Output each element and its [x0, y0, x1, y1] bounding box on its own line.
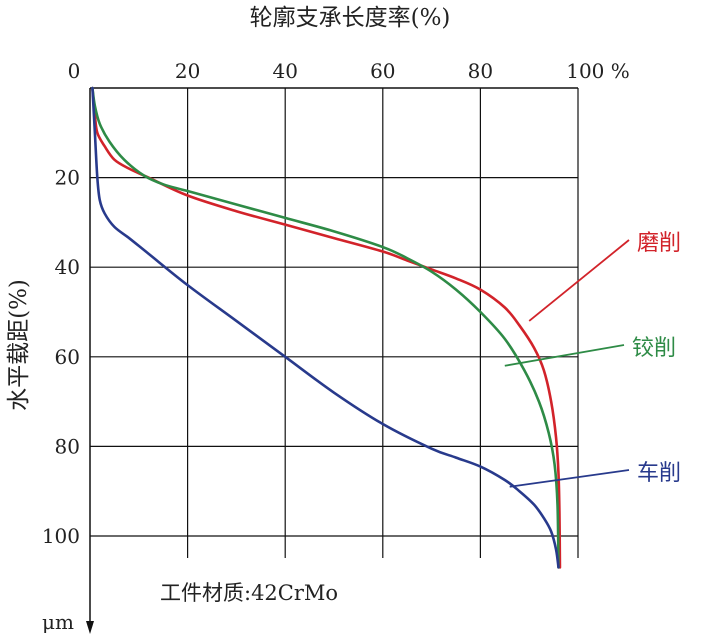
axes	[86, 87, 578, 634]
x-tick-label: 60	[370, 59, 395, 83]
series-line-1	[91, 86, 560, 569]
series-label: 车削	[637, 461, 681, 486]
series-group	[91, 86, 630, 569]
x-tick-label: 80	[468, 59, 493, 83]
y-tick-label: 40	[55, 255, 80, 279]
y-tick-label: 20	[55, 166, 80, 190]
x-tick-label: 100 %	[566, 59, 630, 83]
chart-title: 轮廓支承长度率(%)	[250, 5, 451, 31]
x-tick-label: 0	[68, 59, 81, 83]
series-label: 磨削	[637, 231, 681, 256]
x-tick-label: 20	[175, 59, 200, 83]
series-label: 铰削	[632, 336, 676, 361]
y-axis-title: 水平载距(%)	[6, 279, 32, 411]
series-leader-2	[509, 469, 630, 488]
y-tick-label: 100	[42, 524, 80, 548]
material-annotation: 工件材质:42CrMo	[160, 581, 338, 605]
series-leader-0	[528, 239, 630, 322]
y-tick-label: 60	[55, 345, 80, 369]
series-line-0	[91, 86, 562, 569]
series-line-2	[91, 86, 560, 569]
y-axis-arrow	[86, 621, 94, 634]
y-tick-label: 80	[55, 434, 80, 458]
plot-grid	[90, 88, 579, 558]
series-leader-1	[504, 344, 625, 367]
y-unit-label: μm	[42, 610, 74, 634]
x-tick-label: 40	[272, 59, 297, 83]
